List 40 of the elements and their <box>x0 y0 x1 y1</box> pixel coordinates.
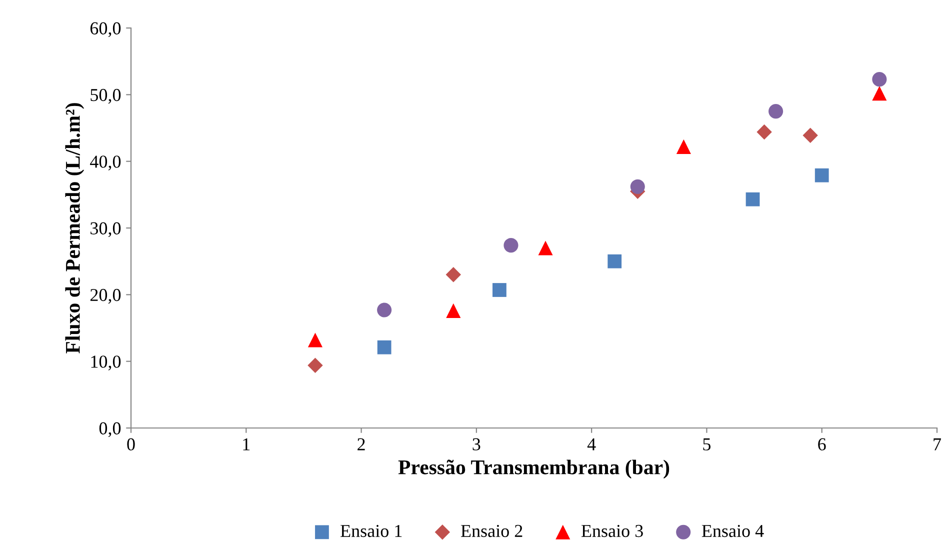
y-tick-label: 0,0 <box>99 422 121 438</box>
legend-label: Ensaio 4 <box>702 524 764 538</box>
point <box>872 72 887 87</box>
x-tick-label: 0 <box>127 438 135 450</box>
x-tick-label: 4 <box>587 438 596 450</box>
x-tick-label: 7 <box>934 438 941 450</box>
point <box>756 124 772 140</box>
point <box>446 267 462 282</box>
point <box>538 240 553 256</box>
y-tick-label: 40,0 <box>90 156 121 170</box>
point <box>608 254 622 268</box>
point <box>802 128 818 143</box>
point <box>377 340 392 354</box>
point <box>504 238 518 253</box>
point <box>814 168 829 182</box>
y-tick-label: 30,0 <box>90 222 121 238</box>
point <box>377 302 392 318</box>
point <box>746 192 760 206</box>
point <box>446 303 461 318</box>
y-tick-label: 10,0 <box>91 356 121 370</box>
x-tick-label: 5 <box>703 438 711 450</box>
point <box>308 358 323 373</box>
x-tick-label: 2 <box>358 438 365 450</box>
x-tick-label: 6 <box>818 438 826 450</box>
point <box>676 139 691 154</box>
point <box>630 179 645 194</box>
point <box>308 332 323 348</box>
y-tick-label: 20,0 <box>90 288 121 304</box>
x-tick-label: 1 <box>243 438 250 450</box>
y-tick-label: 50,0 <box>90 88 121 104</box>
point <box>768 104 784 119</box>
x-axis-title: Pressão Transmembrana (bar) <box>398 460 670 479</box>
y-tick-label: 60,0 <box>90 22 121 38</box>
point <box>492 283 506 297</box>
x-tick-label: 3 <box>472 438 480 450</box>
legend-label: Ensaio 1 <box>340 524 402 538</box>
legend-label: Ensaio 3 <box>581 524 643 538</box>
point <box>872 86 887 101</box>
legend-label: Ensaio 2 <box>461 524 522 538</box>
y-axis-title: Fluxo de Permeado (L/h.m²) <box>65 103 84 354</box>
